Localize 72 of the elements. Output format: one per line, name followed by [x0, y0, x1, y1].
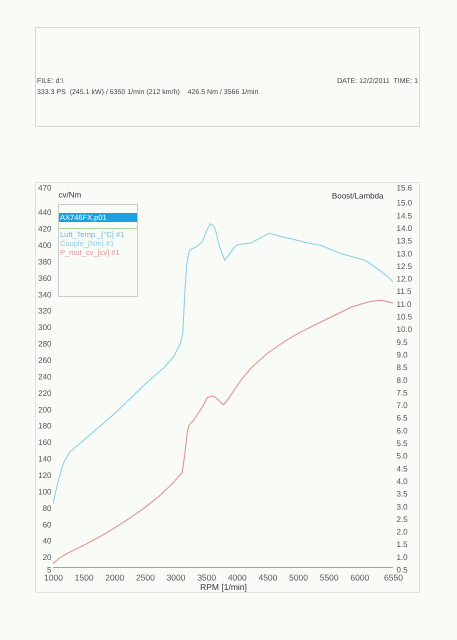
y2-tick-label: 13.5 [396, 236, 413, 246]
y2-tick-label: 11.5 [396, 287, 412, 296]
y2-tick-label: 7.5 [396, 388, 408, 398]
y2-tick-label: 5.0 [396, 452, 408, 461]
y2-tick-label: 3.0 [396, 502, 408, 512]
y-tick-label: 420 [38, 224, 52, 234]
x-tick-label: 2000 [105, 572, 124, 582]
y-tick-label: 380 [38, 257, 52, 266]
x-tick-label: 6000 [350, 572, 370, 582]
y-tick-label: 140 [38, 454, 52, 464]
y2-tick-label: 8.5 [396, 363, 408, 372]
y-tick-label: 120 [38, 471, 52, 480]
y2-tick-label: 6.5 [396, 414, 408, 423]
x-tick-label: 3000 [166, 572, 186, 582]
y2-tick-label: 9.5 [396, 338, 408, 347]
y2-tick-label: 12.5 [396, 262, 413, 271]
y-tick-label: 60 [42, 520, 52, 530]
y-axis-title: cv/Nm [58, 190, 82, 200]
y-tick-label: 160 [38, 438, 52, 448]
y-tick-label: 260 [38, 356, 52, 366]
y2-tick-label: 5.5 [396, 439, 408, 448]
x-tick-label: 6550 [384, 572, 404, 582]
y2-axis-title: Boost/Lambda [332, 192, 384, 200]
y-tick-label: 300 [38, 323, 52, 332]
line-series [53, 300, 393, 564]
x-tick-label: 4000 [228, 572, 248, 582]
y2-tick-label: 4.0 [396, 476, 408, 486]
y2-tick-label: 10.5 [396, 312, 413, 322]
y-tick-label: 100 [38, 487, 52, 496]
y2-tick-label: 8.0 [396, 376, 408, 385]
y2-tick-label: 6.0 [396, 426, 408, 436]
y2-tick-label: 1.0 [396, 552, 408, 562]
x-tick-label: 3500 [197, 572, 216, 582]
y2-tick-label: 12.0 [396, 274, 413, 284]
y2-tick-label: 15.0 [396, 198, 413, 208]
y2-tick-label: 3.5 [396, 490, 408, 499]
x-tick-label: 1000 [44, 572, 64, 582]
y-tick-label: 340 [38, 290, 52, 300]
y2-tick-label: 0.5 [396, 566, 408, 574]
x-tick-label: 4500 [258, 572, 278, 582]
y-tick-label: 240 [38, 372, 52, 382]
y-tick-label: 40 [42, 536, 52, 546]
y2-tick-label: 13.0 [396, 249, 413, 258]
y-tick-label: 400 [38, 241, 52, 250]
y-tick-label: 5 [47, 566, 52, 574]
y2-tick-label: 9.0 [396, 350, 408, 360]
y2-tick-label: 1.5 [396, 540, 408, 550]
y2-tick-label: 14.5 [396, 211, 413, 220]
x-tick-label: 1500 [74, 572, 94, 582]
x-tick-label: 5000 [289, 572, 308, 582]
y2-tick-label: 15.6 [396, 184, 413, 192]
y-tick-label: 440 [38, 208, 52, 218]
y-tick-label: 80 [42, 504, 52, 513]
y2-tick-label: 2.0 [396, 528, 408, 537]
y-tick-label: 360 [38, 274, 52, 283]
line-series [53, 223, 393, 504]
y-tick-label: 280 [38, 340, 52, 349]
y-tick-label: 220 [38, 388, 52, 398]
y-tick-label: 470 [38, 184, 52, 192]
y-tick-label: 20 [42, 553, 52, 562]
x-axis-title: RPM [1/min] [200, 582, 247, 592]
y2-tick-label: 2.5 [396, 514, 408, 524]
y2-tick-label: 14.0 [396, 224, 413, 233]
x-tick-label: 2500 [136, 572, 156, 582]
y-tick-label: 200 [38, 405, 52, 414]
y2-tick-label: 4.5 [396, 464, 408, 474]
y2-tick-label: 7.0 [396, 401, 408, 410]
y2-tick-label: 10.0 [396, 325, 413, 334]
y-tick-label: 180 [38, 422, 52, 431]
y2-tick-label: 11.0 [396, 300, 412, 309]
y-tick-label: 320 [38, 306, 52, 316]
x-tick-label: 5500 [320, 572, 339, 582]
